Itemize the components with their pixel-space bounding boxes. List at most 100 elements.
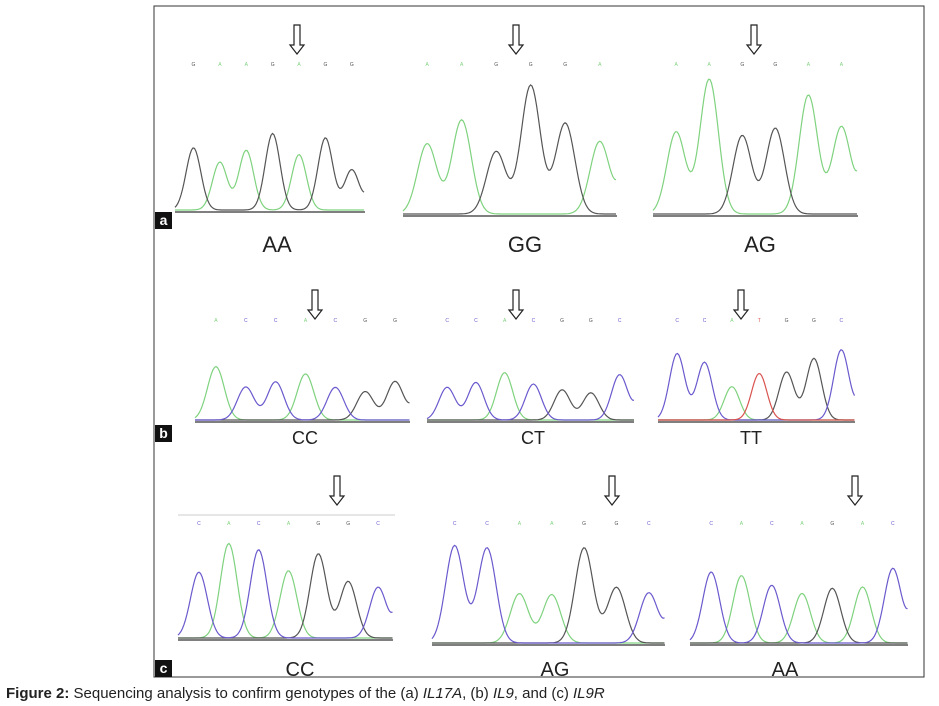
trace bbox=[177, 549, 393, 639]
base-call: C bbox=[770, 521, 774, 527]
base-call: C bbox=[197, 521, 201, 527]
trace bbox=[652, 78, 858, 215]
arrow bbox=[288, 24, 306, 55]
base-call: A bbox=[674, 62, 678, 68]
base-call: G bbox=[192, 62, 196, 68]
arrow bbox=[507, 289, 525, 320]
base-call: C bbox=[453, 521, 457, 527]
trace bbox=[658, 373, 855, 421]
base-call: G bbox=[615, 521, 619, 527]
base-call: G bbox=[529, 62, 533, 68]
base-call: G bbox=[363, 318, 367, 324]
base-call: G bbox=[494, 62, 498, 68]
base-call: A bbox=[800, 521, 804, 527]
genotype-label: AA bbox=[772, 659, 799, 681]
base-call: A bbox=[730, 318, 734, 324]
base-call: A bbox=[425, 62, 429, 68]
base-call: G bbox=[812, 318, 816, 324]
base-call: A bbox=[550, 521, 554, 527]
gene: IL9R bbox=[572, 685, 605, 702]
trace bbox=[403, 84, 616, 215]
gene: IL17A bbox=[422, 685, 463, 702]
base-call: A bbox=[218, 62, 222, 68]
base-call: G bbox=[773, 62, 777, 68]
trace bbox=[653, 127, 857, 215]
caption-text: , (b) bbox=[462, 685, 493, 702]
genotype-label: AG bbox=[744, 232, 776, 257]
arrow bbox=[732, 289, 750, 320]
arrow bbox=[745, 24, 763, 55]
figure-frame bbox=[153, 5, 925, 678]
base-call: G bbox=[323, 62, 327, 68]
base-call: G bbox=[740, 62, 744, 68]
panel-label-box bbox=[155, 212, 172, 229]
base-call: A bbox=[214, 318, 218, 324]
panel-label: b bbox=[159, 425, 168, 441]
genotype-label: CC bbox=[286, 659, 315, 681]
caption-text: Sequencing analysis to confirm genotypes… bbox=[69, 685, 423, 702]
base-call: C bbox=[709, 521, 713, 527]
genotype-label: CT bbox=[521, 428, 545, 448]
base-call: C bbox=[485, 521, 489, 527]
base-call: A bbox=[503, 318, 507, 324]
base-call: C bbox=[675, 318, 679, 324]
base-call: A bbox=[740, 521, 744, 527]
arrow bbox=[306, 289, 324, 320]
base-call: G bbox=[560, 318, 564, 324]
genotype-label: CC bbox=[292, 428, 318, 448]
base-call: C bbox=[891, 521, 895, 527]
base-call: G bbox=[830, 521, 834, 527]
trace bbox=[175, 149, 364, 211]
base-call: A bbox=[287, 521, 291, 527]
base-call: A bbox=[245, 62, 249, 68]
base-call: G bbox=[346, 521, 350, 527]
genotype-label: AG bbox=[541, 659, 570, 681]
base-call: G bbox=[563, 62, 567, 68]
base-call: A bbox=[460, 62, 464, 68]
base-call: C bbox=[274, 318, 278, 324]
panel-label: c bbox=[160, 660, 168, 676]
base-call: C bbox=[703, 318, 707, 324]
base-call: G bbox=[785, 318, 789, 324]
caption-text: , and (c) bbox=[513, 685, 573, 702]
arrow bbox=[328, 475, 346, 506]
trace bbox=[195, 381, 410, 421]
base-call: A bbox=[598, 62, 602, 68]
base-call: A bbox=[518, 521, 522, 527]
base-call: C bbox=[532, 318, 536, 324]
base-call: G bbox=[393, 318, 397, 324]
base-call: A bbox=[840, 62, 844, 68]
base-call: C bbox=[257, 521, 261, 527]
gene: IL9 bbox=[492, 685, 514, 702]
base-call: C bbox=[618, 318, 622, 324]
base-call: A bbox=[861, 521, 865, 527]
trace bbox=[431, 544, 665, 644]
base-call: A bbox=[708, 62, 712, 68]
trace bbox=[427, 389, 634, 421]
base-call: C bbox=[840, 318, 844, 324]
arrow bbox=[846, 475, 864, 506]
base-call: G bbox=[589, 318, 593, 324]
arrow bbox=[507, 24, 525, 55]
base-call: A bbox=[227, 521, 231, 527]
base-call: C bbox=[647, 521, 651, 527]
trace bbox=[426, 374, 635, 421]
base-call: A bbox=[297, 62, 301, 68]
base-call: C bbox=[376, 521, 380, 527]
base-call: C bbox=[445, 318, 449, 324]
base-call: G bbox=[350, 62, 354, 68]
base-call: A bbox=[807, 62, 811, 68]
base-call: G bbox=[271, 62, 275, 68]
base-call: G bbox=[582, 521, 586, 527]
trace bbox=[178, 542, 393, 639]
trace bbox=[402, 119, 617, 215]
base-call: C bbox=[334, 318, 338, 324]
trace bbox=[174, 132, 365, 211]
caption: Figure 2: Sequencing analysis to confirm… bbox=[6, 685, 605, 702]
base-call: T bbox=[758, 318, 761, 324]
base-call: G bbox=[316, 521, 320, 527]
genotype-label: TT bbox=[740, 428, 762, 448]
